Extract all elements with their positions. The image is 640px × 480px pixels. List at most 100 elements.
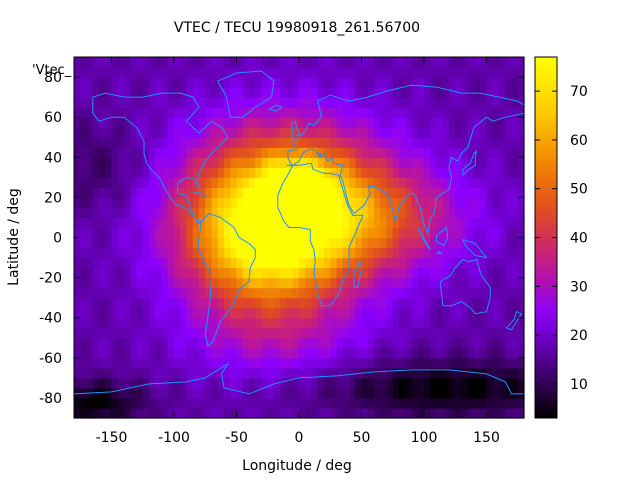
heat-cell bbox=[142, 307, 150, 319]
heat-cell bbox=[224, 277, 231, 289]
heat-cell bbox=[355, 357, 363, 369]
heat-cell bbox=[424, 317, 431, 329]
heat-cell bbox=[142, 197, 150, 209]
heat-cell bbox=[86, 257, 94, 269]
heat-cell bbox=[374, 267, 381, 279]
heat-cell bbox=[205, 337, 213, 349]
heat-cell bbox=[492, 307, 500, 319]
heat-cell bbox=[380, 97, 388, 108]
heat-cell bbox=[467, 257, 475, 269]
heat-cell bbox=[105, 377, 113, 389]
heat-cell bbox=[224, 387, 231, 399]
heat-cell bbox=[186, 97, 194, 108]
heat-cell bbox=[424, 127, 431, 138]
heat-cell bbox=[430, 327, 438, 339]
heat-cell bbox=[411, 347, 419, 359]
heat-cell bbox=[336, 97, 344, 108]
heat-cell bbox=[455, 237, 463, 249]
heat-cell bbox=[292, 127, 300, 138]
heat-cell bbox=[161, 157, 169, 168]
heat-cell bbox=[367, 407, 375, 419]
heat-cell bbox=[142, 77, 150, 88]
heat-cell bbox=[392, 357, 400, 369]
heat-cell bbox=[299, 357, 306, 369]
heat-cell bbox=[336, 277, 344, 289]
colorbar-tick-label: 60 bbox=[570, 133, 588, 149]
heat-cell bbox=[280, 367, 288, 379]
heat-cell bbox=[330, 127, 338, 138]
heat-cell bbox=[86, 117, 94, 128]
heat-cell bbox=[480, 77, 488, 88]
heat-cell bbox=[174, 367, 181, 379]
heat-cell bbox=[186, 307, 194, 319]
heat-cell bbox=[136, 377, 144, 389]
heat-cell bbox=[192, 357, 200, 369]
heat-cell bbox=[330, 227, 338, 239]
heat-cell bbox=[267, 257, 275, 269]
heat-cell bbox=[174, 107, 181, 118]
heat-cell bbox=[517, 377, 525, 389]
heat-cell bbox=[499, 247, 506, 259]
heat-cell bbox=[417, 57, 425, 68]
heat-cell bbox=[124, 177, 131, 188]
heat-cell bbox=[167, 57, 175, 68]
heat-cell bbox=[149, 87, 156, 98]
heat-cell bbox=[480, 207, 488, 219]
coastline bbox=[192, 190, 207, 198]
heat-cell bbox=[305, 277, 313, 289]
heat-cell bbox=[499, 267, 506, 279]
heat-cell bbox=[149, 117, 156, 128]
heat-cell bbox=[167, 257, 175, 269]
heat-cell bbox=[149, 67, 156, 78]
heat-cell bbox=[455, 187, 463, 198]
heat-cell bbox=[249, 127, 256, 138]
heat-cell bbox=[492, 267, 500, 279]
heat-cell bbox=[436, 377, 444, 389]
heat-cell bbox=[286, 297, 294, 309]
heat-cell bbox=[111, 97, 119, 108]
heat-cell bbox=[311, 327, 319, 339]
heat-cell bbox=[130, 397, 138, 409]
heat-cell bbox=[380, 287, 388, 299]
heat-cell bbox=[180, 397, 188, 409]
heat-cell bbox=[442, 327, 450, 339]
heat-cell bbox=[155, 177, 163, 188]
heat-cell bbox=[130, 197, 138, 209]
heat-cell bbox=[499, 197, 506, 209]
heat-cell bbox=[211, 237, 219, 249]
heat-cell bbox=[249, 67, 256, 78]
heat-cell bbox=[217, 77, 225, 88]
heat-cell bbox=[374, 247, 381, 259]
heat-cell bbox=[467, 67, 475, 78]
heat-cell bbox=[167, 367, 175, 379]
heat-cell bbox=[342, 277, 350, 289]
heat-cell bbox=[167, 277, 175, 289]
heat-cell bbox=[186, 217, 194, 229]
heat-cell bbox=[130, 147, 138, 158]
heat-cell bbox=[186, 177, 194, 188]
y-tick-label: -20 bbox=[39, 271, 62, 287]
heat-cell bbox=[342, 377, 350, 389]
heat-cell bbox=[361, 77, 369, 88]
heat-cell bbox=[230, 137, 238, 148]
heat-cell bbox=[480, 327, 488, 339]
heat-cell bbox=[86, 57, 94, 68]
heat-cell bbox=[436, 297, 444, 309]
heat-cell bbox=[142, 217, 150, 229]
heat-cell bbox=[117, 247, 125, 259]
heat-cell bbox=[355, 67, 363, 78]
heat-cell bbox=[336, 207, 344, 219]
heat-cell bbox=[99, 77, 106, 88]
heat-cell bbox=[155, 247, 163, 259]
heat-cell bbox=[92, 87, 100, 98]
heat-cell bbox=[142, 67, 150, 78]
heat-cell bbox=[274, 177, 281, 188]
heat-cell bbox=[105, 337, 113, 349]
heat-cell bbox=[261, 77, 269, 88]
heat-cell bbox=[317, 347, 325, 359]
heat-cell bbox=[430, 297, 438, 309]
heat-cell bbox=[499, 257, 506, 269]
heat-cell bbox=[380, 367, 388, 379]
heat-cell bbox=[230, 307, 238, 319]
heat-cell bbox=[311, 67, 319, 78]
